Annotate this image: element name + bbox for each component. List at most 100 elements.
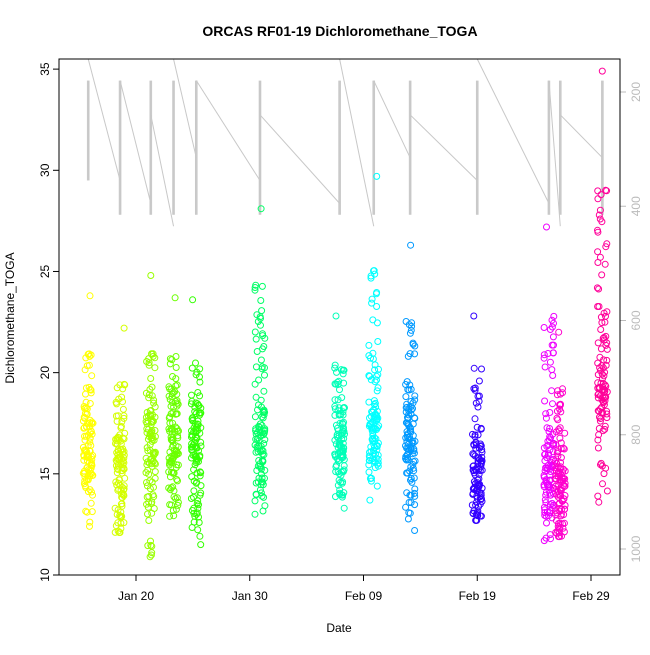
data-point [88,418,96,426]
data-point [151,474,159,482]
data-point [194,389,202,396]
data-point [411,350,419,358]
data-point [559,444,567,452]
data-point [188,364,196,372]
y-tick-label: 10 [38,568,52,582]
data-point [472,501,480,509]
data-point [372,435,380,443]
data-point [366,372,374,380]
data-point [261,371,268,379]
data-point [331,361,339,369]
data-point [367,443,375,451]
data-point [170,469,178,477]
chart-title: ORCAS RF01-19 Dichloromethane_TOGA [202,23,477,39]
data-point [374,384,382,392]
data-point [404,352,412,360]
data-point [190,509,198,517]
data-point [470,385,478,393]
data-point [112,435,120,443]
altitude-trace-layer [86,58,604,227]
data-point [192,437,200,444]
data-point [80,456,88,464]
y-tick-label: 20 [38,366,52,380]
data-point [556,405,564,413]
data-point [603,410,611,418]
data-point [196,472,204,480]
altitude-transit-rf03 [150,114,175,227]
data-point [143,461,151,469]
altitude-transit-rf10 [476,58,550,204]
data-point [252,448,260,456]
data-point [371,270,379,278]
data-point [257,470,265,478]
altitude-transit-rf07 [339,58,375,227]
data-point [367,477,375,485]
data-point [80,424,88,432]
data-point [540,472,548,479]
data-point [149,436,156,443]
altitude-transit-rf05 [195,80,261,181]
data-point [543,519,550,527]
data-point [557,510,565,518]
data-point [333,461,340,469]
data-point [86,292,94,300]
series-rf06 [251,205,269,518]
data-point [544,483,552,491]
data-point [597,191,605,199]
data-point [404,469,412,477]
data-point [195,409,203,417]
data-point [257,205,265,213]
data-point [545,486,553,494]
data-point [334,457,342,465]
data-point [170,512,178,520]
data-point [603,487,611,495]
data-point [598,462,606,470]
data-point [548,366,556,374]
data-point [196,378,204,386]
data-point [367,272,375,280]
data-point [411,492,419,500]
data-point [257,442,265,450]
plot-frame [58,58,621,576]
data-point [191,512,199,520]
data-point [409,340,417,348]
data-point [112,522,120,530]
data-point [192,453,200,461]
data-point [251,284,259,291]
series-rf09 [402,241,419,534]
data-point [474,459,482,467]
data-point [557,459,564,467]
data-point [373,289,381,296]
data-point [556,525,564,533]
data-point [598,370,606,378]
data-point [173,381,181,389]
data-point [340,366,348,374]
data-point [367,274,375,282]
data-point [561,429,569,437]
data-point [471,452,479,460]
data-point [88,488,95,496]
data-point [190,487,198,495]
data-point [407,326,415,334]
data-point [331,450,339,458]
data-point [555,328,563,336]
data-point [472,441,480,449]
data-point [603,339,611,347]
data-point [411,457,419,465]
data-point [599,408,606,416]
data-point [402,419,410,427]
data-point [402,381,410,388]
data-point [195,501,202,509]
data-point [546,425,554,432]
data-point [83,405,91,413]
data-point [411,489,418,497]
data-point [594,444,602,452]
data-point [338,435,346,443]
data-point [478,453,486,461]
data-point [471,415,479,423]
data-point [406,427,414,435]
data-point [148,542,156,550]
data-point [558,505,566,513]
data-point [598,319,606,327]
data-point [115,479,122,487]
